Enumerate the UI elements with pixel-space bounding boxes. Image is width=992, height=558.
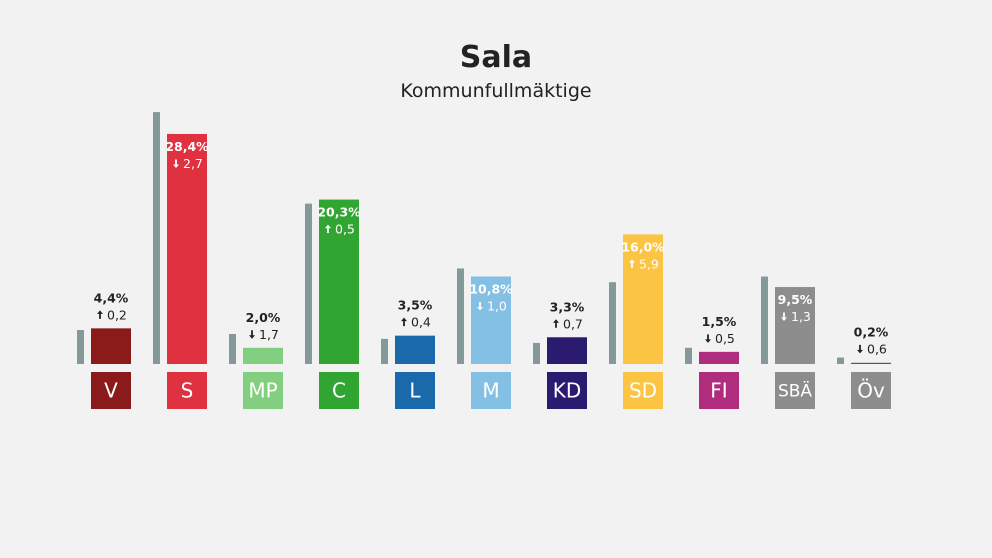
previous-bar-3 [305, 203, 312, 364]
previous-bar-9 [761, 276, 768, 364]
party-label-fi: FI [710, 379, 727, 403]
change-label-7: 5,9 [639, 256, 659, 271]
previous-bar-0 [77, 329, 84, 364]
bar-3 [319, 199, 359, 364]
value-label-5: 10,8% [469, 282, 513, 297]
previous-bar-8 [685, 347, 692, 364]
chart-subtitle: Kommunfullmäktige [400, 80, 592, 102]
change-label-8: 0,5 [715, 331, 735, 346]
bar-2 [243, 347, 283, 364]
party-box-9 [775, 372, 815, 409]
bar-0 [91, 328, 131, 364]
change-label-2: 1,7 [259, 327, 279, 342]
value-label-6: 3,3% [550, 299, 585, 314]
party-box-0 [91, 372, 131, 409]
party-box-1 [167, 372, 207, 409]
value-label-9: 9,5% [778, 292, 813, 307]
party-label-l: L [409, 379, 421, 403]
bar-7 [623, 234, 663, 364]
value-label-3: 20,3% [317, 205, 361, 220]
bar-6 [547, 337, 587, 364]
chart-title: Sala [459, 40, 533, 75]
previous-bar-5 [457, 268, 464, 364]
change-label-6: 0,7 [563, 316, 583, 331]
bar-1 [167, 133, 207, 364]
value-label-10: 0,2% [854, 324, 889, 339]
previous-bar-10 [837, 357, 844, 364]
party-label-v: V [104, 379, 118, 403]
party-box-7 [623, 372, 663, 409]
value-label-8: 1,5% [702, 314, 737, 329]
party-box-10 [851, 372, 891, 409]
value-label-2: 2,0% [246, 310, 281, 325]
party-label-öv: Öv [857, 379, 885, 403]
previous-bar-4 [381, 338, 388, 364]
party-box-2 [243, 372, 283, 409]
party-box-6 [547, 372, 587, 409]
bar-8 [699, 351, 739, 364]
party-label-s: S [181, 379, 194, 403]
bar-9 [775, 287, 815, 364]
change-arrow-7 [629, 259, 635, 268]
party-label-c: C [332, 379, 346, 403]
party-label-sbä: SBÄ [778, 381, 812, 402]
bar-10 [851, 362, 891, 364]
party-box-4 [395, 372, 435, 409]
change-arrow-4 [401, 317, 407, 327]
previous-bar-1 [153, 112, 160, 364]
change-arrow-6 [553, 319, 559, 328]
party-label-kd: KD [553, 379, 582, 403]
party-label-mp: MP [248, 379, 277, 403]
change-label-9: 1,3 [791, 309, 811, 324]
previous-bar-7 [609, 282, 616, 364]
change-label-10: 0,6 [867, 341, 887, 356]
change-label-1: 2,7 [183, 156, 203, 171]
change-arrow-10 [857, 344, 863, 354]
party-box-8 [699, 372, 739, 409]
party-box-3 [319, 372, 359, 409]
change-arrow-1 [173, 159, 179, 168]
previous-bar-6 [533, 342, 540, 364]
value-label-0: 4,4% [94, 290, 129, 305]
bar-5 [471, 276, 511, 364]
change-arrow-8 [705, 334, 711, 343]
change-label-5: 1,0 [487, 299, 507, 314]
change-arrow-3 [325, 224, 331, 234]
change-label-4: 0,4 [411, 315, 431, 330]
value-label-1: 28,4% [165, 139, 209, 154]
change-arrow-9 [781, 312, 787, 322]
party-label-sd: SD [629, 379, 657, 403]
value-label-4: 3,5% [398, 298, 433, 313]
bar-4 [395, 335, 435, 364]
change-arrow-2 [249, 330, 255, 339]
change-arrow-0 [97, 310, 103, 319]
value-label-7: 16,0% [621, 239, 665, 254]
change-arrow-5 [477, 302, 483, 311]
previous-bar-2 [229, 334, 236, 364]
party-box-5 [471, 372, 511, 409]
party-label-m: M [482, 379, 499, 403]
change-label-3: 0,5 [335, 222, 355, 237]
change-label-0: 0,2 [107, 307, 127, 322]
